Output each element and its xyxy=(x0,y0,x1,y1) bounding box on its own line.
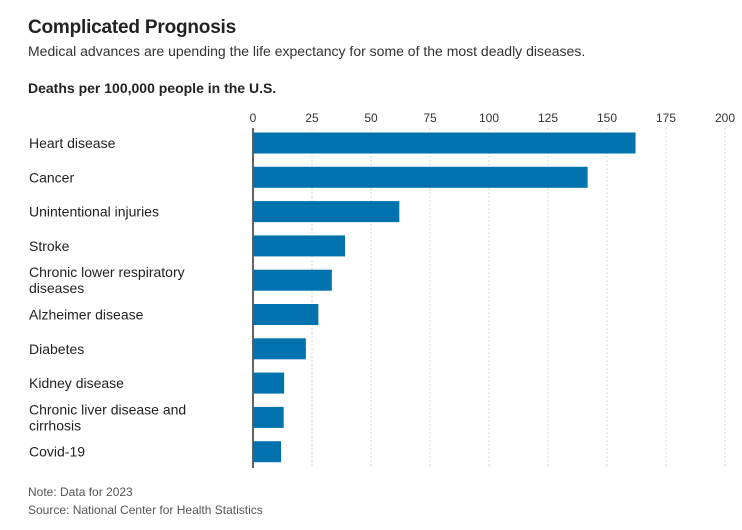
category-label: Kidney disease xyxy=(29,375,124,391)
x-tick-label: 200 xyxy=(715,111,735,125)
bar xyxy=(253,304,319,325)
category-label: Alzheimer disease xyxy=(29,307,144,323)
category-label: Unintentional injuries xyxy=(29,204,159,220)
x-tick-label: 75 xyxy=(423,111,437,125)
bar xyxy=(253,132,636,154)
category-label: Heart disease xyxy=(29,135,116,151)
x-tick-label: 150 xyxy=(597,111,617,125)
chart-subtitle: Medical advances are upending the life e… xyxy=(28,43,586,59)
bar xyxy=(253,441,282,463)
chart-title: Complicated Prognosis xyxy=(28,17,237,38)
bar xyxy=(253,235,346,257)
bar xyxy=(253,166,588,188)
category-label: Chronic lower respiratory diseases xyxy=(29,264,185,296)
x-tick-label: 100 xyxy=(479,111,499,125)
category-label: Covid-19 xyxy=(29,444,85,460)
footnote-source: Source: National Center for Health Stati… xyxy=(28,503,263,517)
category-label: Diabetes xyxy=(29,341,84,357)
x-tick-label: 50 xyxy=(364,111,378,125)
category-label: Cancer xyxy=(29,169,74,185)
category-labels: Heart disease Cancer Unintentional injurie… xyxy=(29,135,186,460)
bar xyxy=(253,372,285,394)
x-tick-label: 125 xyxy=(538,111,558,125)
bars xyxy=(253,132,636,463)
category-label: Stroke xyxy=(29,238,70,254)
bar xyxy=(253,269,332,291)
axis-title: Deaths per 100,000 people in the U.S. xyxy=(28,80,277,96)
x-tick-label: 25 xyxy=(305,111,319,125)
x-tick-label: 0 xyxy=(250,111,257,125)
footnote-note: Note: Data for 2023 xyxy=(28,485,133,499)
category-label: Chronic liver disease and cirrhosis xyxy=(29,401,186,433)
bar-chart: 0 25 50 75 100 125 150 175 200 Heart disease Canc… xyxy=(29,111,736,468)
x-tick-label: 175 xyxy=(656,111,676,125)
bar xyxy=(253,338,306,360)
bar xyxy=(253,406,284,428)
bar xyxy=(253,201,400,223)
x-axis-ticks: 0 25 50 75 100 125 150 175 200 xyxy=(250,111,736,125)
